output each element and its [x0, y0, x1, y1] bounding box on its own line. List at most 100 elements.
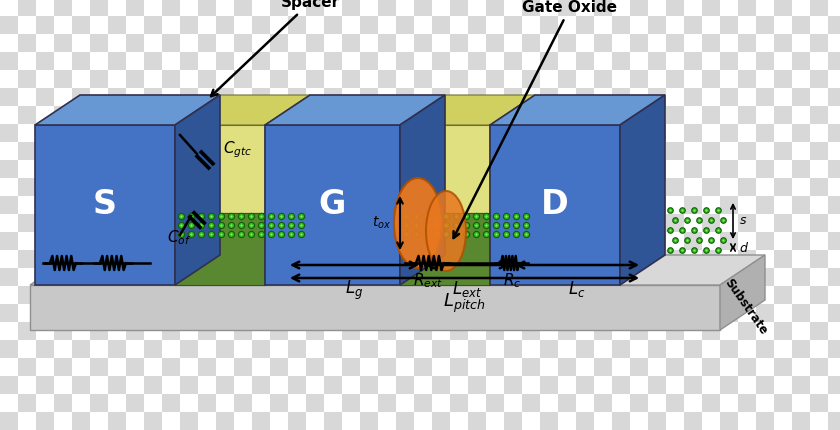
Bar [378, 304, 396, 322]
Bar [234, 142, 252, 160]
Bar [180, 232, 198, 250]
Bar [90, 250, 108, 268]
Bar [540, 412, 558, 430]
Bar [522, 124, 540, 142]
Bar [126, 160, 144, 178]
Bar [72, 322, 90, 340]
Bar [648, 88, 666, 106]
Bar [792, 286, 810, 304]
Bar [594, 286, 612, 304]
Bar [270, 250, 288, 268]
Bar [126, 268, 144, 286]
Text: $L_g$: $L_g$ [345, 279, 364, 302]
Bar [522, 0, 540, 16]
Bar [306, 0, 324, 16]
Bar [540, 178, 558, 196]
Bar [486, 250, 504, 268]
Bar [486, 142, 504, 160]
Bar [162, 214, 180, 232]
Bar [432, 88, 450, 106]
Bar [756, 106, 774, 124]
Bar [486, 34, 504, 52]
Bar [72, 52, 90, 70]
Bar [450, 322, 468, 340]
Bar [36, 106, 54, 124]
Bar [774, 304, 792, 322]
Bar [810, 304, 828, 322]
Bar [324, 358, 342, 376]
Bar [414, 52, 432, 70]
Bar [162, 0, 180, 16]
Bar [450, 34, 468, 52]
Bar [180, 214, 198, 232]
Bar [234, 232, 252, 250]
Bar [432, 70, 450, 88]
Bar [486, 232, 504, 250]
Bar [648, 34, 666, 52]
Bar [702, 196, 720, 214]
Bar [576, 16, 594, 34]
Bar [270, 52, 288, 70]
Bar [720, 394, 738, 412]
Bar [414, 304, 432, 322]
Bar [234, 124, 252, 142]
Bar [648, 214, 666, 232]
Bar [234, 34, 252, 52]
Bar [450, 376, 468, 394]
Bar [198, 322, 216, 340]
Bar [738, 0, 756, 16]
Bar [504, 304, 522, 322]
Bar [180, 52, 198, 70]
Bar [72, 196, 90, 214]
Bar [270, 232, 288, 250]
Bar [504, 232, 522, 250]
Bar [342, 160, 360, 178]
Bar [234, 394, 252, 412]
Bar [90, 412, 108, 430]
Bar [144, 412, 162, 430]
Bar [450, 0, 468, 16]
Bar [54, 88, 72, 106]
Bar [324, 394, 342, 412]
Bar [198, 160, 216, 178]
Bar [216, 412, 234, 430]
Bar [810, 322, 828, 340]
Bar [486, 286, 504, 304]
Bar [738, 250, 756, 268]
Bar [54, 358, 72, 376]
Bar [18, 214, 36, 232]
Bar [702, 34, 720, 52]
Bar [72, 106, 90, 124]
Bar [198, 88, 216, 106]
Bar [666, 106, 684, 124]
Bar [36, 70, 54, 88]
Bar [576, 286, 594, 304]
Bar [756, 88, 774, 106]
Bar [306, 412, 324, 430]
Bar [828, 178, 840, 196]
Bar [414, 124, 432, 142]
Bar [666, 250, 684, 268]
Bar [144, 0, 162, 16]
Bar [72, 358, 90, 376]
Bar [810, 250, 828, 268]
Polygon shape [265, 95, 310, 213]
Bar [306, 304, 324, 322]
Bar [270, 142, 288, 160]
Bar [0, 250, 18, 268]
Bar [504, 412, 522, 430]
Bar [54, 394, 72, 412]
Bar [252, 214, 270, 232]
Bar [702, 250, 720, 268]
Bar [810, 124, 828, 142]
Bar [270, 88, 288, 106]
Bar [504, 124, 522, 142]
Bar [18, 70, 36, 88]
Bar [396, 394, 414, 412]
Bar [396, 160, 414, 178]
Bar [594, 250, 612, 268]
Bar [90, 286, 108, 304]
Bar [324, 304, 342, 322]
Bar [234, 304, 252, 322]
Bar [630, 160, 648, 178]
